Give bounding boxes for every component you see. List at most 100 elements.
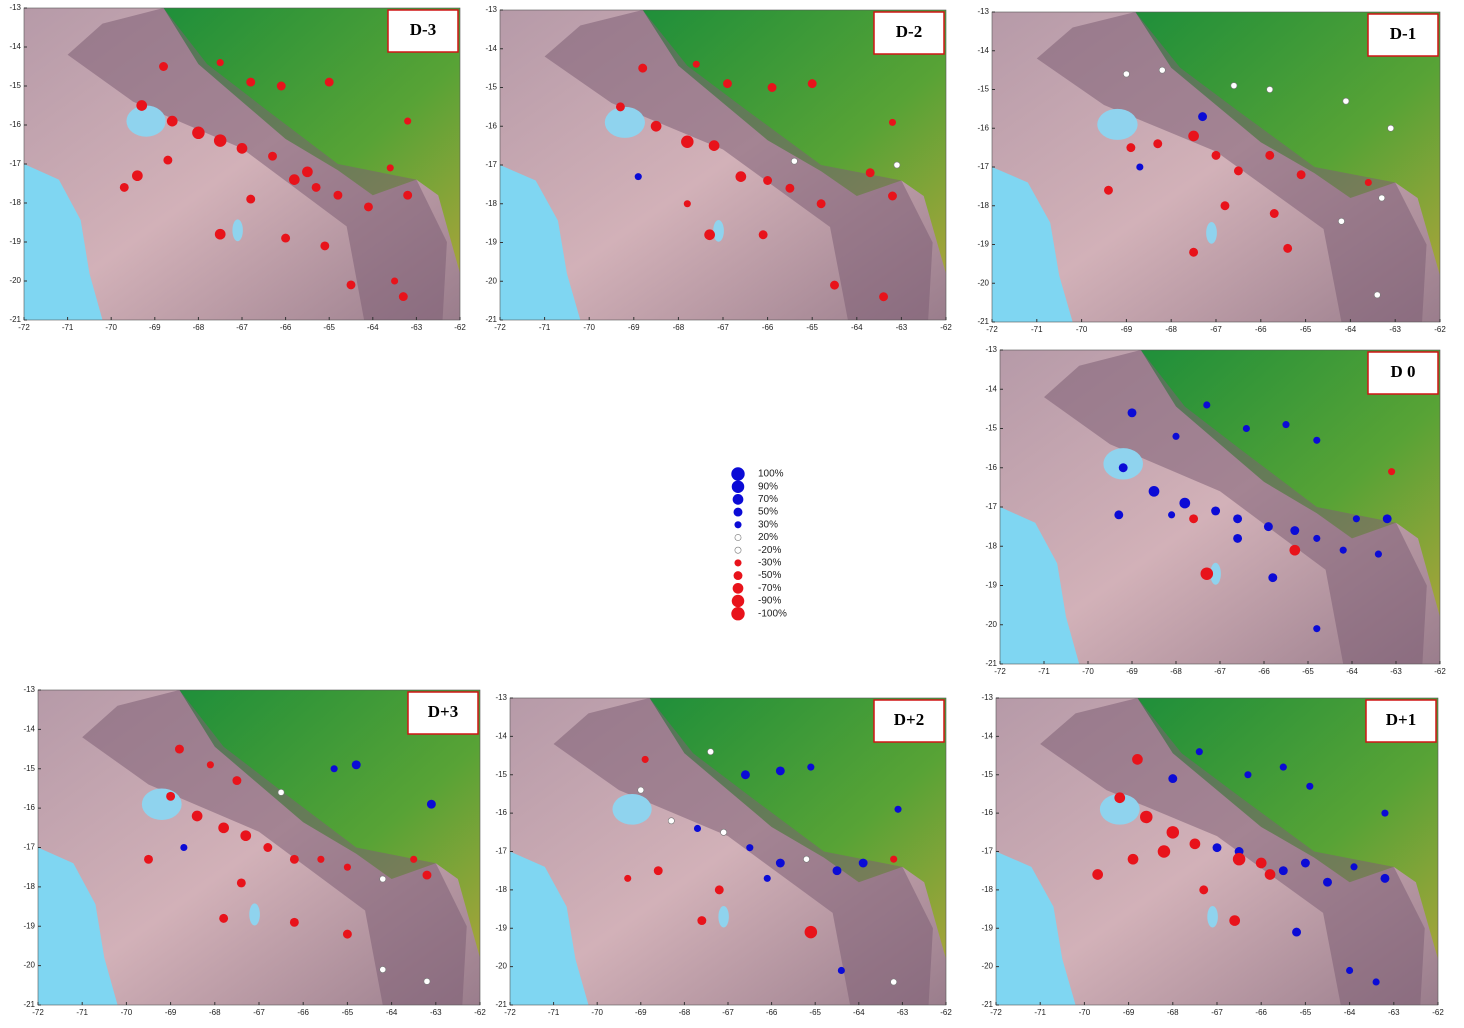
lake (605, 107, 645, 138)
lake (126, 106, 165, 137)
y-tick-label: -15 (23, 764, 35, 773)
station-dot (136, 100, 147, 111)
x-tick-label: -64 (853, 1008, 865, 1017)
station-dot (694, 825, 701, 832)
x-tick-label: -68 (1167, 1008, 1179, 1017)
x-tick-label: -66 (766, 1008, 778, 1017)
x-tick-label: -66 (762, 323, 774, 332)
legend-dot (733, 494, 744, 505)
station-dot (817, 199, 826, 208)
station-dot (791, 158, 797, 164)
x-tick-label: -63 (1389, 325, 1401, 334)
station-dot (894, 806, 901, 813)
station-dot (180, 844, 187, 851)
station-dot (423, 871, 432, 880)
station-dot (638, 787, 644, 793)
station-dot (1213, 843, 1222, 852)
station-dot (1343, 98, 1349, 104)
x-tick-label: -66 (280, 323, 292, 332)
x-tick-label: -63 (411, 323, 423, 332)
y-tick-label: -15 (9, 81, 21, 90)
station-dot (635, 173, 642, 180)
x-tick-label: -67 (253, 1008, 265, 1017)
x-tick-label: -68 (193, 323, 205, 332)
station-dot (715, 885, 724, 894)
station-dot (1313, 535, 1320, 542)
station-dot (684, 200, 691, 207)
panel-title: D-1 (1390, 24, 1416, 43)
station-dot (1346, 967, 1353, 974)
x-tick-label: -62 (1432, 1008, 1444, 1017)
y-tick-label: -17 (485, 160, 497, 169)
station-dot (1244, 771, 1251, 778)
y-tick-label: -18 (23, 882, 35, 891)
y-tick-label: -18 (985, 541, 997, 550)
y-tick-label: -15 (977, 85, 989, 94)
station-dot (1338, 218, 1344, 224)
station-dot (352, 760, 361, 769)
station-dot (1233, 514, 1242, 523)
station-dot (1231, 83, 1237, 89)
y-tick-label: -17 (985, 502, 997, 511)
x-tick-label: -67 (1214, 667, 1226, 676)
station-dot (1297, 170, 1306, 179)
legend-dot (734, 559, 741, 566)
legend-label: 50% (758, 507, 778, 518)
station-dot (1201, 567, 1214, 580)
station-dot (859, 859, 868, 868)
legend-label: -20% (758, 545, 781, 556)
x-tick-label: -72 (504, 1008, 516, 1017)
y-tick-label: -17 (977, 162, 989, 171)
y-tick-label: -16 (977, 123, 989, 132)
station-dot (808, 79, 817, 88)
y-tick-label: -15 (981, 770, 993, 779)
y-tick-label: -17 (9, 159, 21, 168)
legend-dot (732, 480, 745, 493)
x-tick-label: -69 (165, 1008, 177, 1017)
station-dot (807, 764, 814, 771)
station-dot (681, 136, 694, 149)
x-tick-label: -71 (1038, 667, 1050, 676)
station-dot (1114, 792, 1125, 803)
x-tick-label: -64 (367, 323, 379, 332)
station-dot (246, 78, 255, 87)
x-tick-label: -62 (454, 323, 466, 332)
station-dot (427, 800, 436, 809)
station-dot (331, 765, 338, 772)
station-dot (1104, 186, 1113, 195)
station-dot (175, 745, 184, 754)
station-dot (404, 118, 411, 125)
y-tick-label: -13 (495, 693, 507, 702)
station-dot (1374, 292, 1380, 298)
station-dot (890, 856, 897, 863)
x-tick-label: -69 (1123, 1008, 1135, 1017)
x-tick-label: -71 (1034, 1008, 1046, 1017)
station-dot (240, 830, 251, 841)
station-dot (735, 171, 746, 182)
station-dot (1270, 209, 1279, 218)
x-tick-label: -70 (1082, 667, 1094, 676)
map-background (510, 698, 946, 1005)
legend-label: 90% (758, 481, 778, 492)
x-tick-label: -63 (1388, 1008, 1400, 1017)
x-tick-label: -67 (1210, 325, 1222, 334)
station-dot (344, 864, 351, 871)
station-dot (668, 818, 674, 824)
station-dot (1189, 514, 1198, 523)
station-dot (1388, 468, 1395, 475)
station-dot (746, 844, 753, 851)
station-dot (320, 241, 329, 250)
y-tick-label: -14 (495, 731, 507, 740)
station-dot (302, 166, 313, 177)
x-tick-label: -68 (679, 1008, 691, 1017)
station-dot (289, 174, 300, 185)
x-tick-label: -65 (809, 1008, 821, 1017)
station-dot (317, 856, 324, 863)
station-dot (1313, 437, 1320, 444)
station-dot (1126, 143, 1135, 152)
y-tick-label: -21 (985, 659, 997, 668)
station-dot (776, 766, 785, 775)
x-tick-label: -65 (342, 1008, 354, 1017)
y-tick-label: -15 (485, 83, 497, 92)
map-panel: -72-71-70-69-68-67-66-65-64-63-62-13-14-… (981, 693, 1444, 1017)
